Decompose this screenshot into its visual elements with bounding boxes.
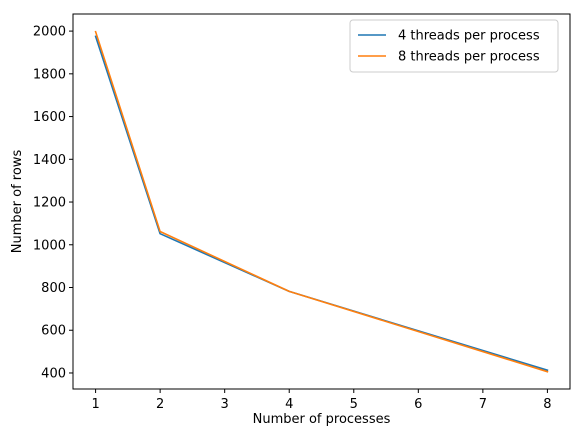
legend: 4 threads per process 8 threads per proce… <box>349 19 559 73</box>
y-tick-label: 600 <box>41 324 66 339</box>
y-tick-label: 1600 <box>33 110 66 125</box>
series-line-1 <box>94 35 549 372</box>
y-tick-label: 1000 <box>33 238 66 253</box>
y-axis: 400 600 800 1000 1200 1400 1600 1800 2000 <box>33 25 73 381</box>
x-axis-label: Number of processes <box>253 412 391 427</box>
y-tick-label: 1400 <box>33 153 66 168</box>
x-axis: 1 2 3 4 5 6 7 8 <box>91 389 552 412</box>
x-tick-label: 6 <box>414 397 422 412</box>
y-tick-label: 800 <box>41 281 66 296</box>
legend-box <box>349 19 559 73</box>
y-tick-label: 1200 <box>33 196 66 211</box>
x-tick-label: 5 <box>350 397 358 412</box>
x-tick-label: 8 <box>543 397 551 412</box>
legend-label: 8 threads per process <box>398 50 540 65</box>
x-tick-label: 7 <box>479 397 487 412</box>
axes-frame <box>72 13 571 390</box>
x-tick-label: 1 <box>91 397 99 412</box>
y-tick-label: 2000 <box>33 25 66 40</box>
legend-label: 4 threads per process <box>398 29 540 44</box>
x-tick-label: 2 <box>156 397 164 412</box>
x-tick-label: 4 <box>285 397 293 412</box>
y-axis-label: Number of rows <box>10 150 25 254</box>
series-line-2 <box>94 30 549 373</box>
y-tick-label: 1800 <box>33 67 66 82</box>
x-tick-label: 3 <box>221 397 229 412</box>
series-layer <box>94 30 549 373</box>
y-tick-label: 400 <box>41 366 66 381</box>
